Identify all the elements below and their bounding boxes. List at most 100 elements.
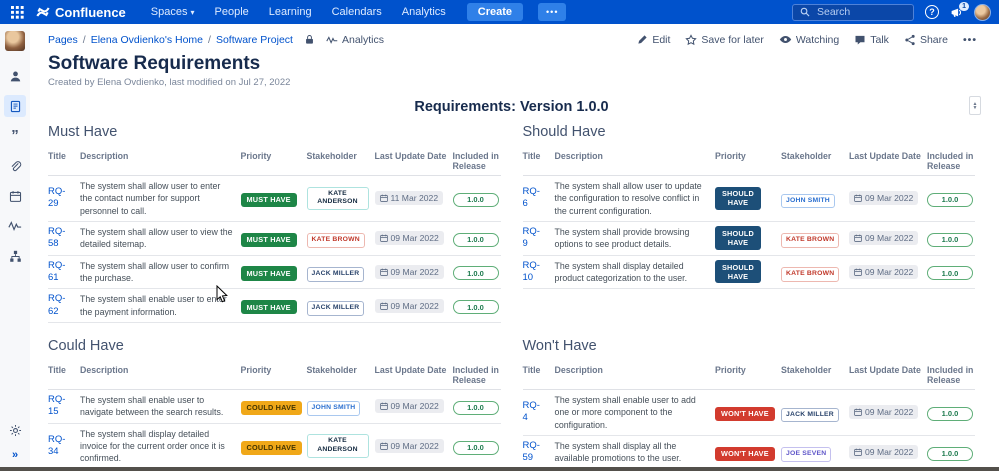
requirement-link[interactable]: RQ-61 <box>48 260 74 285</box>
column-header: Last Update Date <box>375 365 447 375</box>
column-header: Stakeholder <box>307 151 369 161</box>
search-box[interactable] <box>792 4 914 21</box>
requirement-link[interactable]: RQ-34 <box>48 434 74 459</box>
confluence-brand[interactable]: Confluence <box>36 5 126 20</box>
column-header: Priority <box>715 365 775 375</box>
lock-icon <box>304 34 315 45</box>
window-bottom-edge <box>0 467 999 471</box>
stakeholder-cell: KATE BROWN <box>781 228 843 248</box>
requirement-link[interactable]: RQ-15 <box>48 394 74 419</box>
column-header: Priority <box>715 151 775 161</box>
requirement-link[interactable]: RQ-10 <box>523 260 549 285</box>
create-button[interactable]: Create <box>467 3 523 21</box>
table-row: RQ-15The system shall enable user to nav… <box>48 390 501 424</box>
restrictions-button[interactable] <box>304 34 315 45</box>
priority-cell: MUST HAVE <box>241 297 301 315</box>
notifications-icon[interactable]: 1 <box>950 6 963 19</box>
save-for-later-button[interactable]: Save for later <box>685 34 763 46</box>
nav-item-people[interactable]: People <box>210 3 254 21</box>
stakeholder-badge: KATE ANDERSON <box>307 187 369 211</box>
table-row: RQ-61The system shall allow user to conf… <box>48 256 501 290</box>
release-cell: 1.0.0 <box>453 229 501 247</box>
requirement-link[interactable]: RQ-9 <box>523 226 549 251</box>
breadcrumb-space[interactable]: Software Project <box>216 34 293 46</box>
breadcrumb-home[interactable]: Elena Ovdienko's Home <box>91 34 203 46</box>
requirement-description: The system shall enable user to navigate… <box>80 394 235 419</box>
requirement-link[interactable]: RQ-4 <box>523 400 549 425</box>
stakeholder-badge: JOHN SMITH <box>781 194 835 209</box>
priority-badge: MUST HAVE <box>241 266 297 280</box>
column-header: Priority <box>241 151 301 161</box>
release-cell: 1.0.0 <box>927 189 975 207</box>
hierarchy-icon[interactable] <box>4 245 26 267</box>
section-stepper[interactable]: ▲ ▼ <box>969 96 981 115</box>
page-title: Software Requirements <box>48 53 977 75</box>
space-avatar[interactable] <box>5 31 25 51</box>
nav-item-learning[interactable]: Learning <box>264 3 317 21</box>
release-badge: 1.0.0 <box>453 266 499 280</box>
stepper-down-icon[interactable]: ▼ <box>973 106 978 110</box>
stakeholder-badge: JOE SEVEN <box>781 447 831 462</box>
nav-item-calendars[interactable]: Calendars <box>327 3 387 21</box>
pencil-icon <box>637 34 648 45</box>
requirement-link[interactable]: RQ-29 <box>48 186 74 211</box>
navbar-more-button[interactable]: ••• <box>538 3 566 21</box>
requirement-description: The system shall enable user to enter th… <box>80 293 235 318</box>
requirement-description: The system shall display all the availab… <box>555 440 710 465</box>
expand-sidebar-icon[interactable]: » <box>12 449 18 461</box>
quadrant-heading: Must Have <box>48 124 501 140</box>
breadcrumb-pages[interactable]: Pages <box>48 34 78 46</box>
stakeholder-cell: KATE ANDERSON <box>307 187 369 211</box>
quote-icon[interactable]: ” <box>4 125 26 147</box>
column-header: Last Update Date <box>849 365 921 375</box>
watching-button[interactable]: Watching <box>779 33 839 46</box>
priority-badge: COULD HAVE <box>241 441 303 455</box>
confluence-logo-icon <box>36 5 50 19</box>
last-update-date: 09 Mar 2022 <box>849 191 918 205</box>
requirement-link[interactable]: RQ-6 <box>523 186 549 211</box>
requirement-link[interactable]: RQ-58 <box>48 226 74 251</box>
column-header: Included in Release <box>927 151 975 171</box>
attachment-icon[interactable] <box>4 155 26 177</box>
analytics-icon[interactable] <box>4 215 26 237</box>
people-icon[interactable] <box>4 65 26 87</box>
requirement-description: The system shall allow user to confirm t… <box>80 260 235 285</box>
release-cell: 1.0.0 <box>453 189 501 207</box>
nav-item-spaces[interactable]: Spaces▾ <box>146 3 200 21</box>
priority-cell: COULD HAVE <box>241 397 301 415</box>
quadrant-could-have: Could HaveTitleDescriptionPriorityStakeh… <box>48 336 501 471</box>
requirement-link[interactable]: RQ-62 <box>48 293 74 318</box>
last-update-date: 09 Mar 2022 <box>849 445 918 459</box>
page-analytics-button[interactable]: Analytics <box>326 34 384 46</box>
quadrant-heading: Could Have <box>48 338 501 354</box>
table-row: RQ-59The system shall display all the av… <box>523 436 976 470</box>
edit-button[interactable]: Edit <box>637 34 670 46</box>
stakeholder-cell: JOHN SMITH <box>781 189 843 209</box>
column-header: Included in Release <box>927 365 975 385</box>
table-row: RQ-4The system shall enable user to add … <box>523 390 976 436</box>
nav-item-analytics[interactable]: Analytics <box>397 3 451 21</box>
share-button[interactable]: Share <box>904 34 948 46</box>
stakeholder-cell: KATE BROWN <box>307 228 369 248</box>
priority-badge: MUST HAVE <box>241 193 297 207</box>
star-icon <box>685 34 697 46</box>
priority-cell: COULD HAVE <box>241 437 301 455</box>
last-update-date: 09 Mar 2022 <box>849 405 918 419</box>
talk-button[interactable]: Talk <box>854 34 889 46</box>
settings-gear-icon[interactable] <box>4 419 26 441</box>
page-more-button[interactable]: ••• <box>963 34 977 46</box>
column-header: Title <box>523 151 549 161</box>
search-input[interactable] <box>815 5 905 19</box>
help-icon[interactable]: ? <box>925 5 939 19</box>
release-cell: 1.0.0 <box>453 263 501 281</box>
requirement-link[interactable]: RQ-59 <box>523 440 549 465</box>
user-avatar[interactable] <box>974 4 991 21</box>
release-badge: 1.0.0 <box>927 266 973 280</box>
app-switcher-icon[interactable] <box>8 3 26 21</box>
blog-icon[interactable] <box>4 95 26 117</box>
calendar-icon[interactable] <box>4 185 26 207</box>
stakeholder-cell: JOHN SMITH <box>307 396 369 416</box>
column-header: Stakeholder <box>307 365 369 375</box>
top-navbar: Confluence Spaces▾ People Learning Calen… <box>0 0 999 24</box>
column-header: Title <box>48 151 74 161</box>
